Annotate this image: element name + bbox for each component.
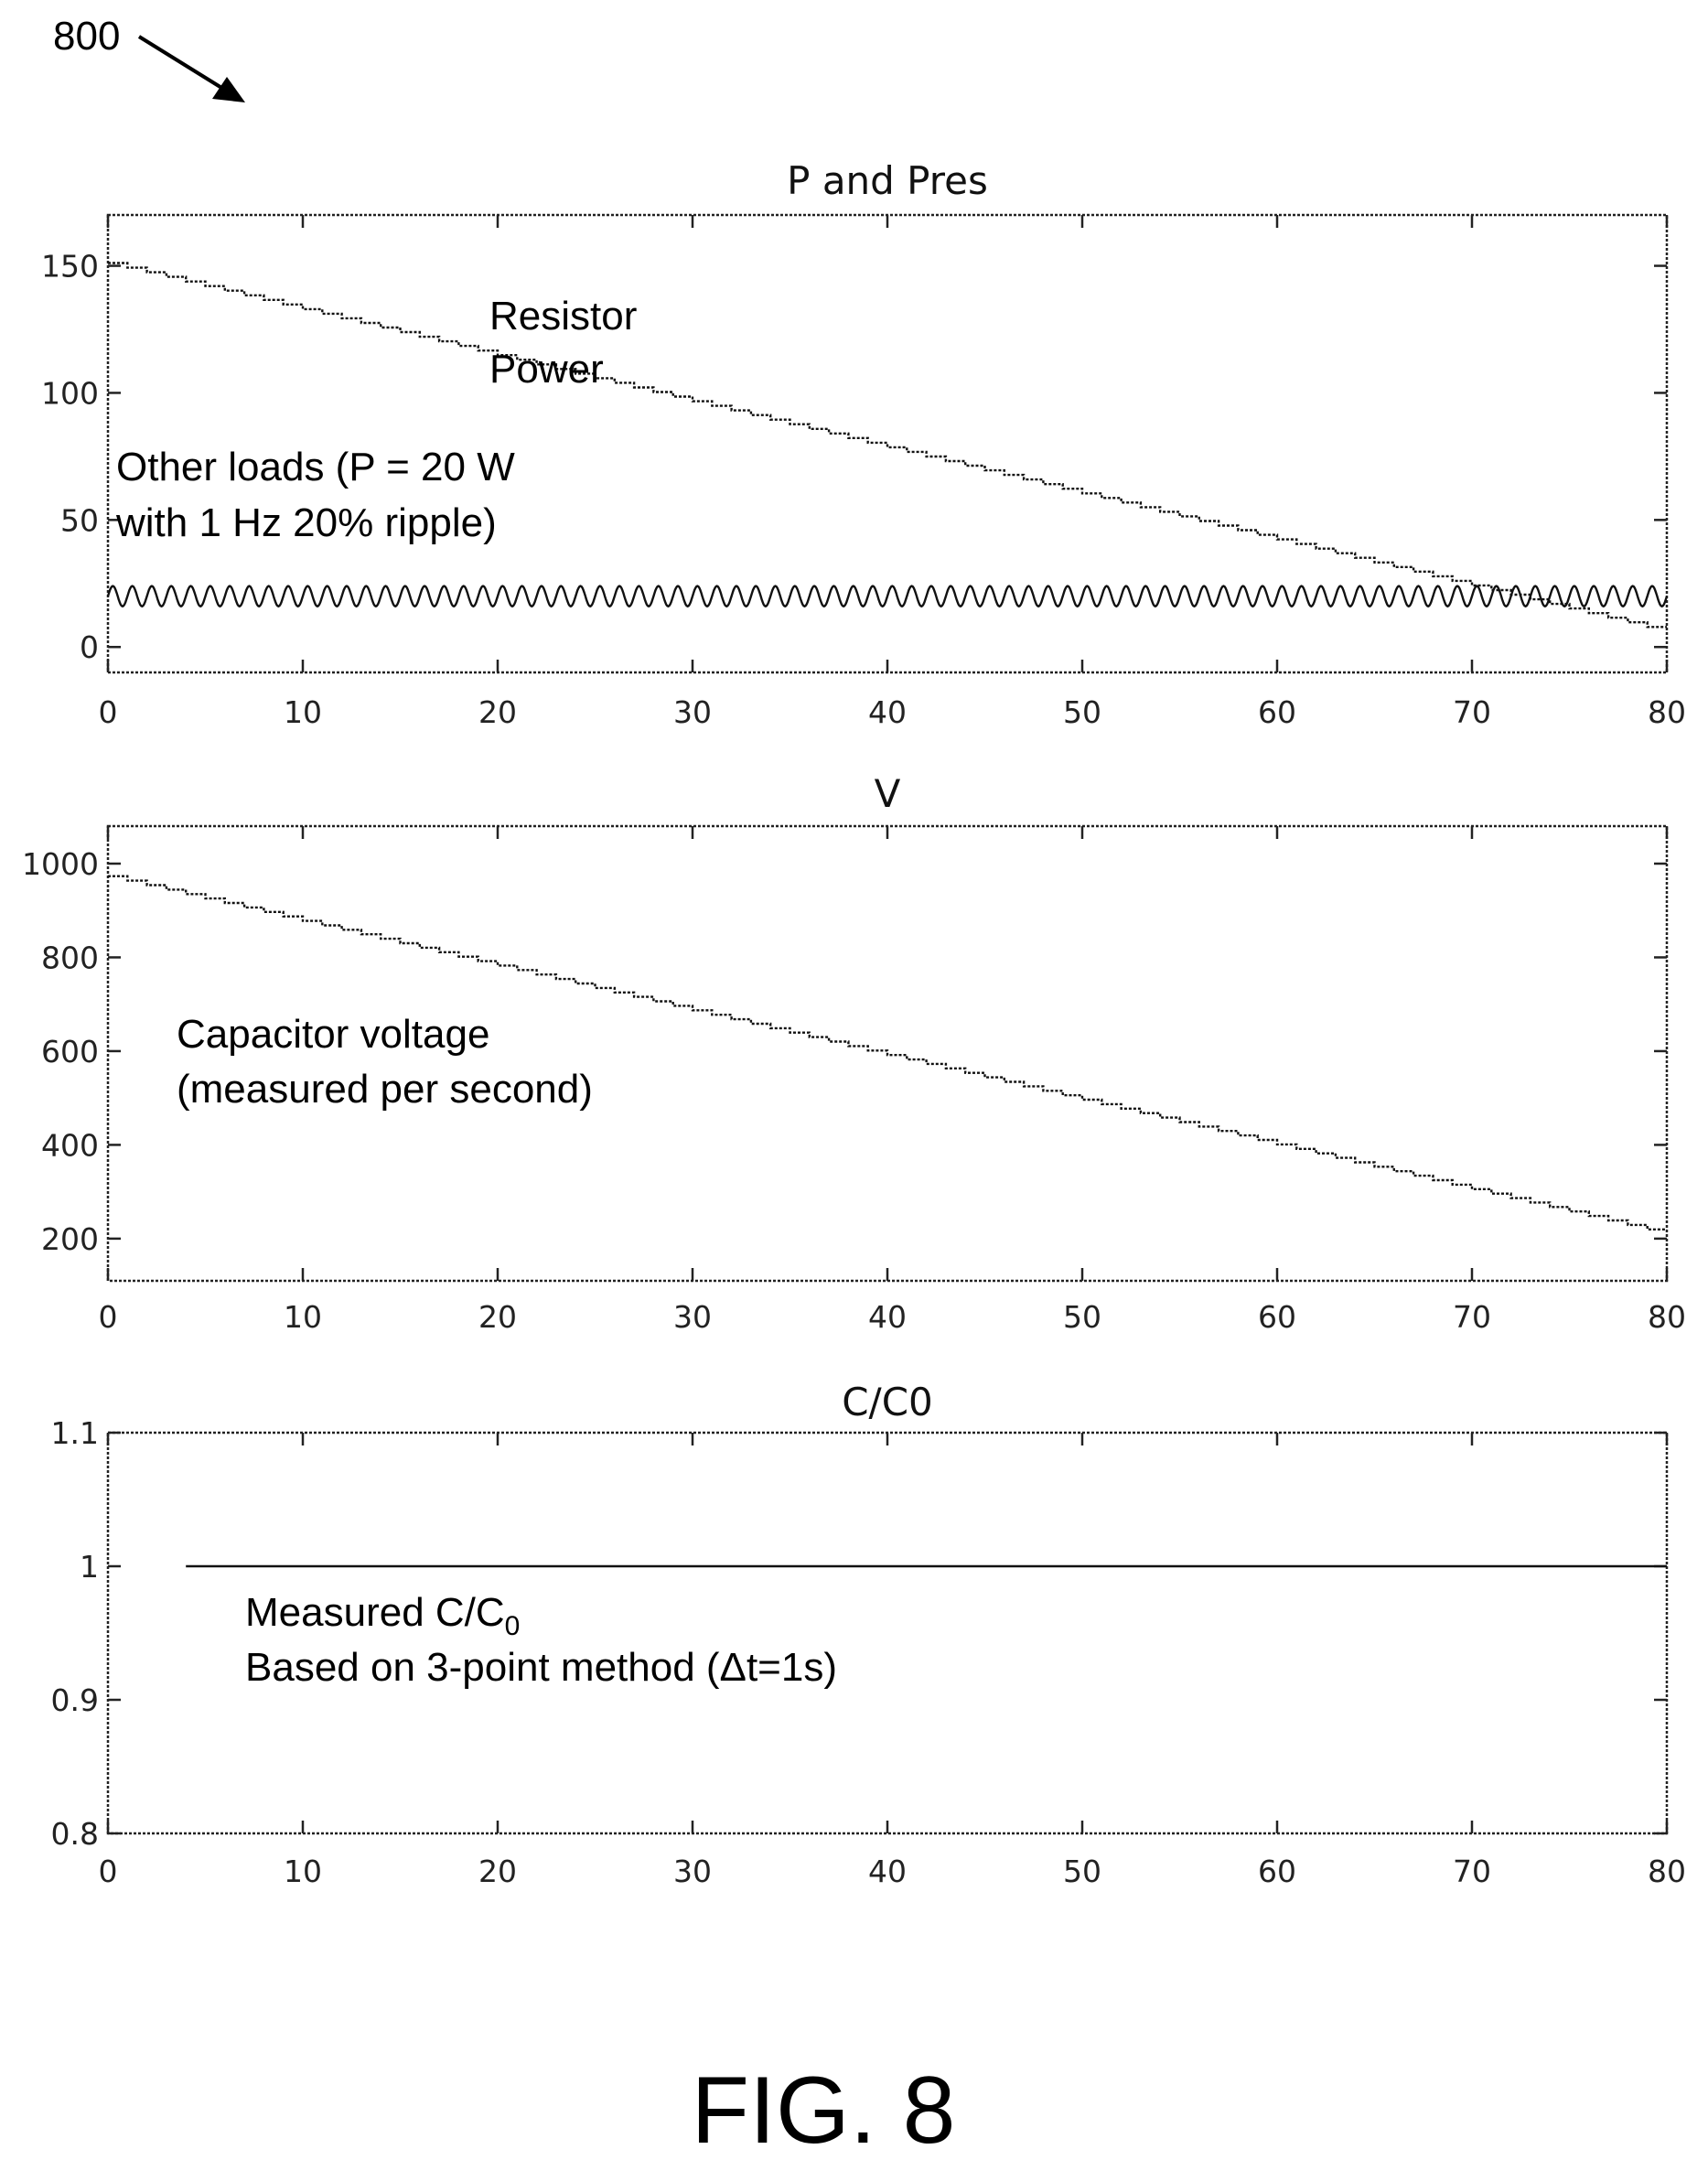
y-tick-label: 150 xyxy=(41,249,99,285)
y-tick-label: 0 xyxy=(80,629,99,665)
chart-title: V xyxy=(875,771,901,816)
x-tick-label: 80 xyxy=(1648,1854,1686,1889)
x-tick-label: 70 xyxy=(1453,694,1491,730)
y-tick-label: 100 xyxy=(41,375,99,411)
annotation-capv-line: Capacitor voltage xyxy=(177,1012,489,1057)
x-tick-label: 30 xyxy=(673,1854,712,1889)
annotation-meas-line: Measured C/C0 xyxy=(245,1590,520,1641)
annotation-subscript: 0 xyxy=(505,1611,521,1641)
x-tick-label: 80 xyxy=(1648,694,1686,730)
y-tick-label: 200 xyxy=(41,1221,99,1257)
chart-panel-voltage: V 0 10 20 30 40 50 60 70 80 200 400 600 800 1000 Capaci… xyxy=(22,771,1686,1335)
x-tick-label: 70 xyxy=(1453,1854,1491,1889)
x-tick-label: 70 xyxy=(1453,1299,1491,1335)
reference-arrow-shaft xyxy=(137,35,232,95)
y-tick-label: 1.1 xyxy=(51,1415,99,1451)
x-tick-label: 30 xyxy=(673,1299,712,1335)
y-tick-label: 50 xyxy=(60,502,99,538)
chart-title: P and Pres xyxy=(787,158,988,203)
x-tick-label: 20 xyxy=(478,1299,517,1335)
y-tick-label: 1 xyxy=(80,1549,99,1585)
x-tick-label: 60 xyxy=(1258,1299,1296,1335)
y-tick-label: 1000 xyxy=(22,846,99,882)
y-tick-label: 0.9 xyxy=(51,1682,99,1718)
plot-frame xyxy=(106,213,1669,674)
annotation-resistor-line: Power xyxy=(489,347,604,392)
y-tick-label: 600 xyxy=(41,1034,99,1069)
x-tick-label: 60 xyxy=(1258,694,1296,730)
x-tick-label: 60 xyxy=(1258,1854,1296,1889)
x-tick-label: 10 xyxy=(284,1299,322,1335)
x-tick-label: 50 xyxy=(1063,1854,1101,1889)
x-tick-label: 40 xyxy=(868,694,907,730)
x-tick-label: 50 xyxy=(1063,1299,1101,1335)
chart-panel-capacitance: C/C0 0 10 20 30 40 50 60 70 80 0.8 0.9 1 1.1 Measured … xyxy=(51,1380,1686,1889)
y-tick-label: 800 xyxy=(41,940,99,975)
annotation-resistor-line: Resistor xyxy=(489,294,637,339)
y-tick-label: 400 xyxy=(41,1127,99,1163)
x-tick-label: 20 xyxy=(478,1854,517,1889)
x-tick-label: 0 xyxy=(99,694,118,730)
x-tick-label: 10 xyxy=(284,694,322,730)
x-tick-label: 40 xyxy=(868,1854,907,1889)
annotation-other-line: Other loads (P = 20 W xyxy=(116,445,515,489)
annotation-capv-line: (measured per second) xyxy=(177,1067,593,1112)
x-tick-label: 30 xyxy=(673,694,712,730)
reference-number: 800 xyxy=(53,14,120,59)
y-tick-label: 0.8 xyxy=(51,1816,99,1852)
x-tick-label: 50 xyxy=(1063,694,1101,730)
x-tick-label: 40 xyxy=(868,1299,907,1335)
series-line-other-loads xyxy=(106,585,1669,608)
annotation-other-line: with 1 Hz 20% ripple) xyxy=(115,500,497,545)
chart-panel-power: P and Pres 0 10 20 30 40 50 60 70 80 0 50 100 150 Resi… xyxy=(41,158,1686,730)
figure-label: FIG. 8 xyxy=(692,2058,956,2160)
x-tick-label: 10 xyxy=(284,1854,322,1889)
x-tick-label: 20 xyxy=(478,694,517,730)
series-line-capacitor-voltage xyxy=(108,875,1667,1230)
chart-title: C/C0 xyxy=(842,1380,933,1424)
x-tick-label: 80 xyxy=(1648,1299,1686,1335)
reference-arrow-head xyxy=(212,77,245,102)
annotation-meas-line: Based on 3-point method (Δt=1s) xyxy=(245,1645,837,1690)
x-tick-label: 0 xyxy=(99,1854,118,1889)
series-line-resistor-power xyxy=(108,262,1667,629)
x-tick-label: 0 xyxy=(99,1299,118,1335)
